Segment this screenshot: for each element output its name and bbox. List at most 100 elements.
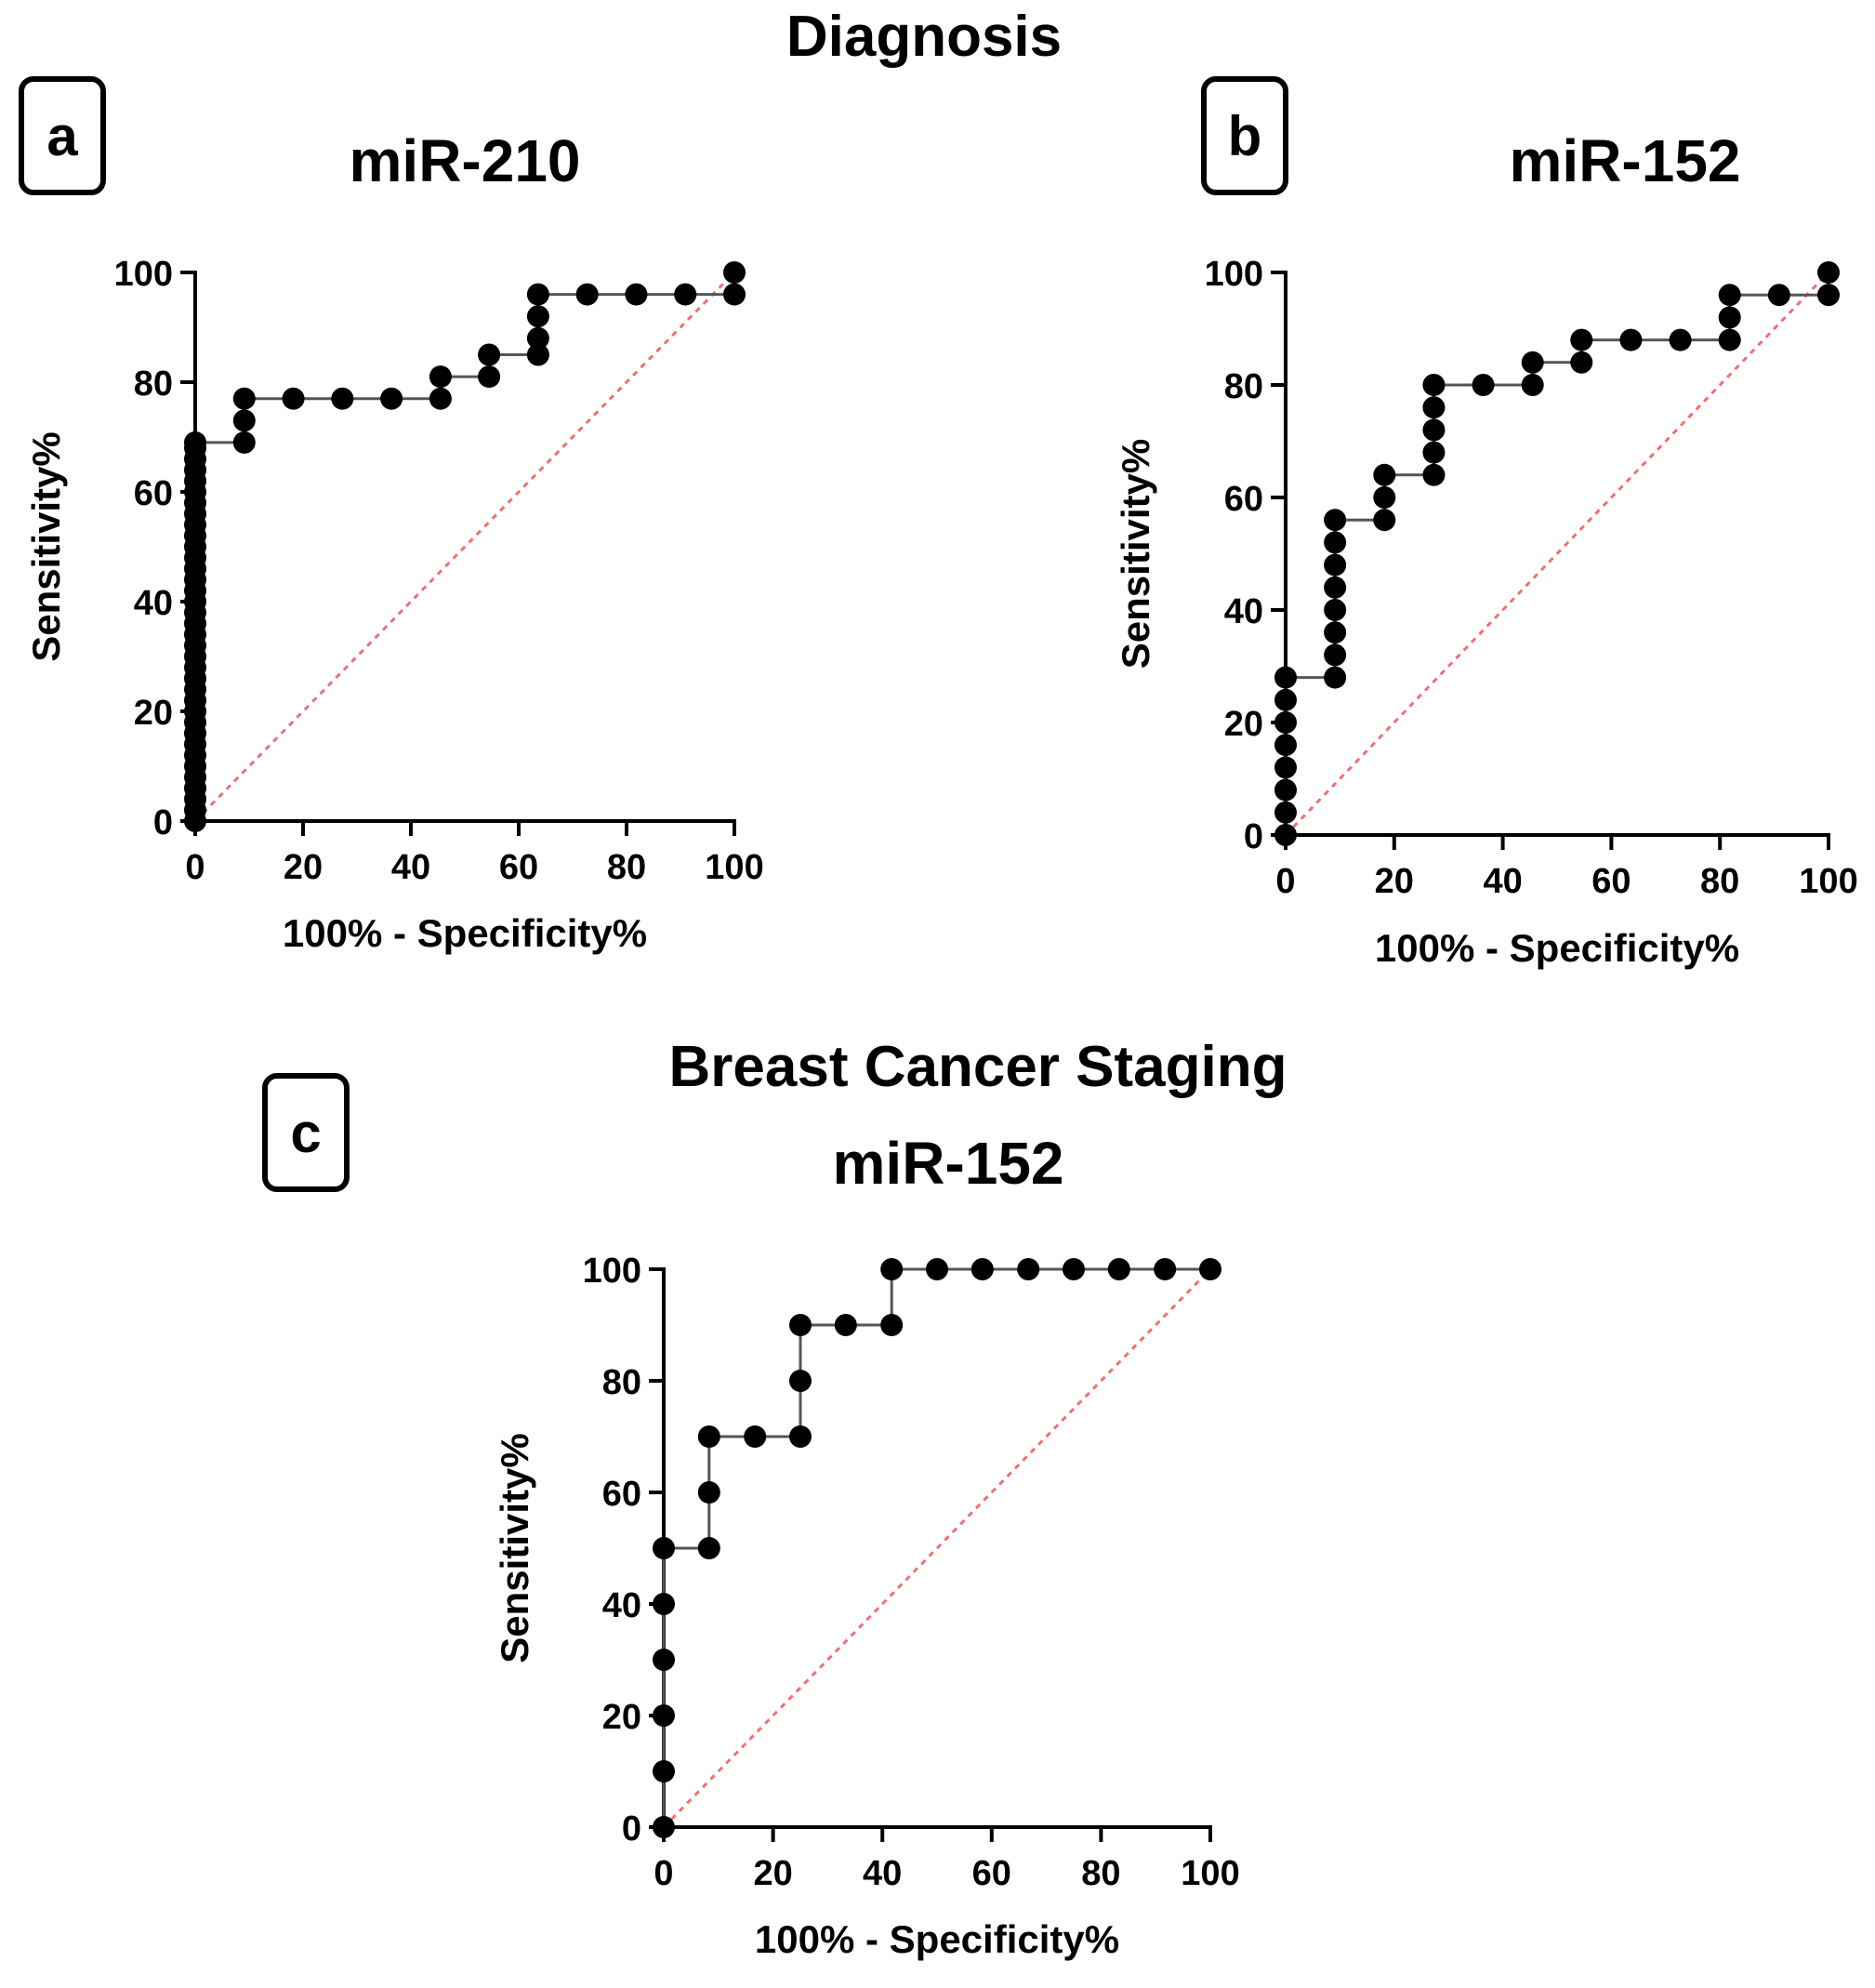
y-tick-label: 20 (134, 694, 173, 733)
x-tick-label: 0 (654, 1854, 673, 1893)
roc-data-point (625, 283, 648, 306)
roc-data-point (575, 283, 599, 306)
y-tick-label: 0 (622, 1809, 641, 1849)
roc-data-point (184, 431, 206, 454)
roc-data-point (1324, 553, 1347, 577)
y-tick-label: 100 (1205, 255, 1263, 294)
y-tick-label: 80 (602, 1363, 641, 1402)
x-tick-label: 0 (185, 848, 205, 887)
roc-data-point (1669, 328, 1692, 351)
x-tick-label: 20 (753, 1854, 792, 1893)
x-tick-label: 80 (607, 848, 646, 887)
roc-data-point (697, 1425, 720, 1448)
roc-data-point (723, 261, 746, 284)
roc-data-point (880, 1314, 904, 1336)
roc-data-point (478, 365, 501, 389)
roc-data-point (1274, 688, 1297, 711)
roc-data-point (1274, 778, 1297, 802)
y-tick-label: 20 (1224, 705, 1263, 744)
reference-diagonal-line (662, 1267, 1212, 1829)
roc-data-point (789, 1314, 812, 1336)
roc-data-point (880, 1258, 904, 1280)
roc-data-point (971, 1258, 994, 1280)
x-tick-label: 40 (863, 1854, 902, 1893)
roc-data-point (1154, 1258, 1177, 1280)
roc-data-point (1324, 643, 1347, 667)
roc-data-point (1422, 418, 1446, 442)
roc-data-point (697, 1481, 720, 1504)
panel-label-a: a (19, 76, 106, 195)
x-tick-label: 60 (1591, 862, 1631, 901)
chart-title-a: miR-210 (349, 127, 581, 194)
roc-data-point (1274, 756, 1297, 779)
panel-label-b: b (1201, 76, 1288, 195)
x-tick-label: 40 (1483, 862, 1522, 901)
y-tick-label: 100 (114, 255, 173, 294)
x-axis-label: 100% - Specificity% (1375, 926, 1739, 970)
y-tick-label: 60 (134, 474, 173, 513)
roc-data-point (1817, 284, 1840, 307)
y-axis-label: Sensitivity% (493, 1433, 536, 1663)
roc-data-point (1324, 509, 1347, 532)
x-tick-label: 20 (284, 848, 323, 887)
roc-data-point (1324, 576, 1347, 599)
roc-data-point (1718, 328, 1741, 351)
roc-data-point (1422, 463, 1446, 486)
roc-data-point (926, 1258, 948, 1280)
x-axis-label: 100% - Specificity% (283, 911, 647, 955)
x-tick-label: 80 (1081, 1854, 1120, 1893)
roc-data-point (744, 1425, 767, 1448)
roc-data-point (653, 1537, 675, 1559)
reference-diagonal-line (193, 271, 736, 823)
staging-heading: Breast Cancer Staging (668, 1035, 1287, 1099)
roc-data-point (1767, 284, 1790, 307)
roc-data-point (1373, 463, 1396, 486)
roc-data-point (697, 1537, 720, 1559)
x-tick-label: 20 (1375, 862, 1414, 901)
x-axis-label: 100% - Specificity% (755, 1917, 1119, 1961)
chart-title-c: miR-152 (832, 1130, 1064, 1197)
panel-label-c: c (262, 1073, 350, 1192)
roc-data-point (1373, 509, 1396, 532)
y-tick-label: 0 (1244, 817, 1263, 856)
roc-data-point (429, 387, 452, 410)
x-tick-label: 60 (972, 1854, 1011, 1893)
y-tick-label: 80 (1224, 367, 1263, 406)
roc-data-point (1274, 824, 1297, 846)
x-tick-label: 60 (499, 848, 538, 887)
roc-data-point (834, 1314, 857, 1336)
x-tick-label: 100 (1799, 862, 1857, 901)
x-tick-label: 0 (1275, 862, 1295, 901)
roc-data-point (1373, 486, 1396, 509)
roc-data-point (1619, 328, 1643, 351)
diagnosis-heading: Diagnosis (786, 5, 1063, 69)
y-tick-label: 40 (1224, 592, 1263, 631)
reference-diagonal-line (1284, 271, 1830, 837)
roc-data-point (1274, 666, 1297, 689)
y-axis-label: Sensitivity% (24, 431, 68, 661)
roc-data-point (1017, 1258, 1040, 1280)
roc-data-point (1718, 306, 1741, 329)
roc-data-point (1817, 261, 1840, 284)
roc-data-point (232, 409, 256, 432)
roc-data-point (1324, 666, 1347, 689)
roc-data-point (653, 1649, 675, 1671)
y-tick-label: 0 (153, 803, 173, 842)
roc-data-point (789, 1370, 812, 1392)
x-tick-label: 80 (1700, 862, 1739, 901)
roc-data-point (653, 1760, 675, 1783)
roc-data-point (1472, 374, 1495, 396)
roc-data-point (1324, 621, 1347, 644)
roc-data-point (429, 365, 452, 389)
y-tick-label: 100 (583, 1252, 641, 1291)
roc-data-point (1422, 441, 1446, 464)
roc-data-point (674, 283, 697, 306)
y-tick-label: 40 (602, 1586, 641, 1625)
roc-data-point (723, 283, 746, 306)
roc-data-point (1274, 734, 1297, 757)
roc-data-point (478, 343, 501, 366)
y-tick-label: 60 (1224, 480, 1263, 519)
roc-data-point (526, 326, 549, 350)
